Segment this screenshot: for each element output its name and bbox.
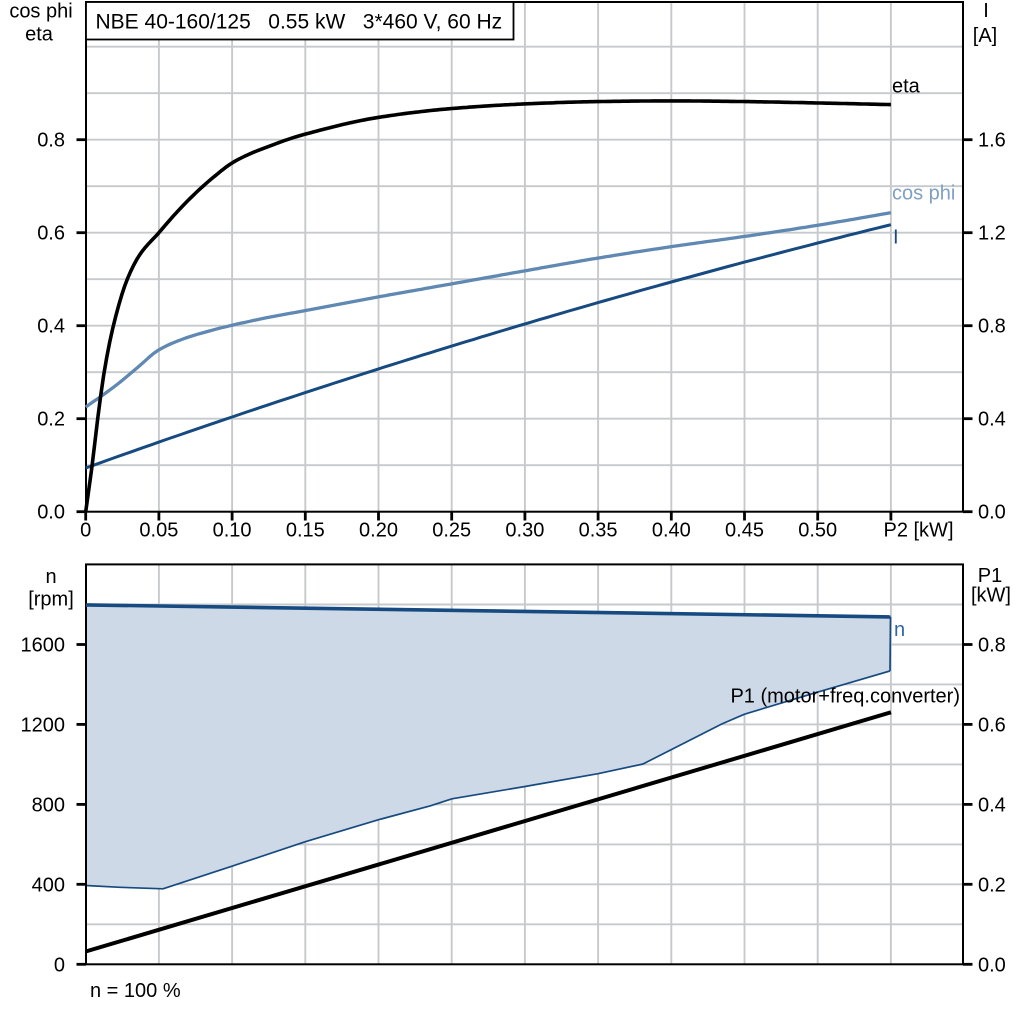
svg-text:1600: 1600 (21, 635, 66, 657)
svg-text:0.6: 0.6 (37, 223, 65, 245)
svg-text:cos phi: cos phi (892, 183, 955, 205)
svg-text:0.4: 0.4 (978, 794, 1006, 816)
svg-text:n = 100 %: n = 100 % (90, 980, 181, 1002)
svg-text:0.4: 0.4 (37, 316, 65, 338)
svg-text:0.2: 0.2 (978, 874, 1006, 896)
svg-text:0.45: 0.45 (725, 520, 764, 542)
svg-text:0.30: 0.30 (505, 520, 544, 542)
svg-text:1.2: 1.2 (978, 223, 1006, 245)
svg-text:0.2: 0.2 (37, 409, 65, 431)
svg-text:0.35: 0.35 (579, 520, 618, 542)
svg-text:0.8: 0.8 (978, 635, 1006, 657)
svg-text:0.15: 0.15 (286, 520, 325, 542)
svg-text:I: I (893, 227, 899, 249)
svg-text:cos phi: cos phi (9, 1, 72, 23)
svg-text:I: I (983, 0, 989, 22)
svg-text:n: n (45, 566, 56, 588)
svg-text:n: n (894, 619, 905, 641)
svg-text:0.0: 0.0 (37, 502, 65, 524)
svg-text:0.0: 0.0 (978, 502, 1006, 524)
svg-text:0.25: 0.25 (432, 520, 471, 542)
svg-text:P1: P1 (978, 565, 1002, 587)
svg-text:P2 [kW]: P2 [kW] (883, 520, 953, 542)
svg-text:0.40: 0.40 (652, 520, 691, 542)
svg-text:eta: eta (25, 24, 54, 46)
svg-text:0.10: 0.10 (213, 520, 252, 542)
svg-text:[A]: [A] (973, 25, 997, 47)
svg-text:0: 0 (80, 520, 91, 542)
svg-text:0.6: 0.6 (978, 714, 1006, 736)
svg-text:400: 400 (32, 874, 65, 896)
svg-text:0.8: 0.8 (37, 130, 65, 152)
svg-text:0: 0 (54, 954, 65, 976)
svg-text:0.05: 0.05 (139, 520, 178, 542)
svg-text:[rpm]: [rpm] (28, 589, 74, 611)
svg-text:0.50: 0.50 (798, 520, 837, 542)
svg-text:NBE 40-160/125 0.55 kW 3*4: NBE 40-160/125 0.55 kW 3*460 V, 60 Hz (96, 11, 503, 34)
svg-text:1.6: 1.6 (978, 130, 1006, 152)
svg-text:P1 (motor+freq.converter): P1 (motor+freq.converter) (730, 686, 960, 708)
svg-text:800: 800 (32, 794, 65, 816)
svg-text:0.8: 0.8 (978, 316, 1006, 338)
svg-text:0.20: 0.20 (359, 520, 398, 542)
svg-text:[kW]: [kW] (971, 585, 1011, 607)
svg-text:eta: eta (892, 76, 921, 98)
svg-text:0.4: 0.4 (978, 409, 1006, 431)
svg-text:0.0: 0.0 (978, 954, 1006, 976)
svg-text:1200: 1200 (21, 714, 66, 736)
